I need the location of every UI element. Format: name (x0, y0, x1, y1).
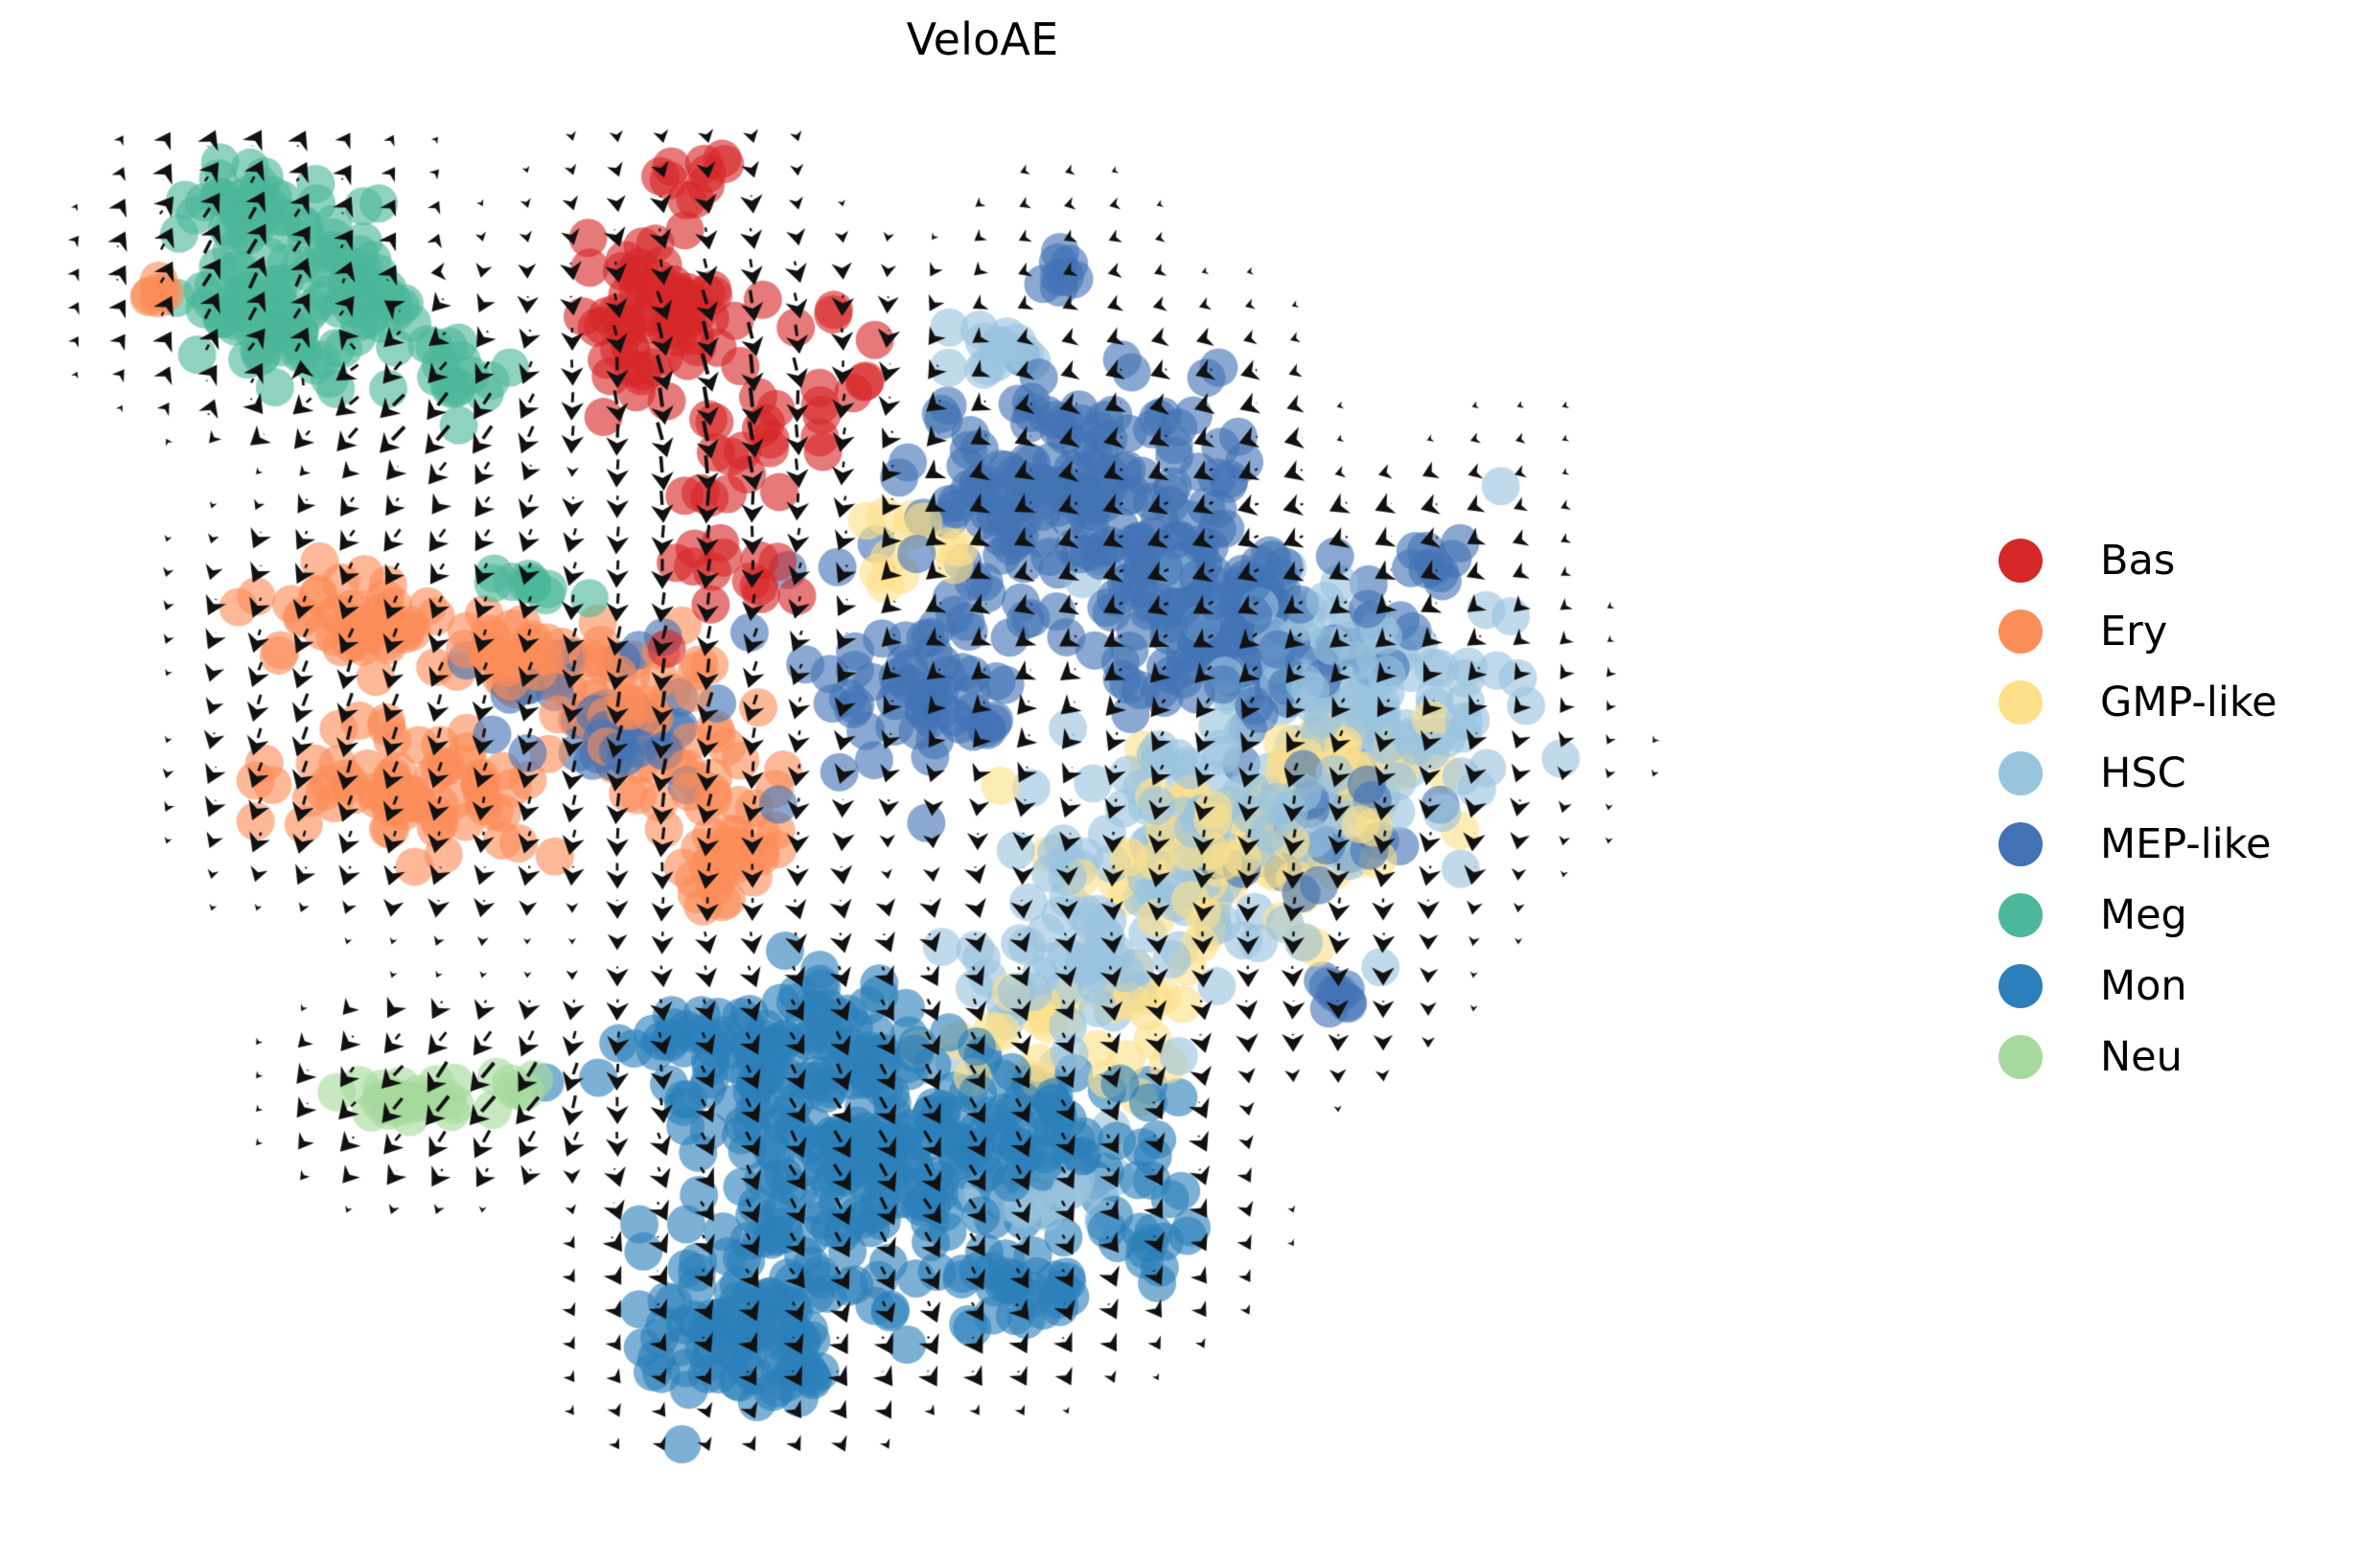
legend-entry-gmp-like[interactable]: GMP-like (1999, 667, 2363, 738)
legend-label: Neu (2100, 1032, 2183, 1081)
legend-swatch-icon (1999, 1035, 2043, 1079)
legend-swatch-icon (1999, 964, 2043, 1008)
legend-label: GMP-like (2100, 678, 2277, 726)
legend-label: Ery (2100, 607, 2168, 656)
legend-label: MEP-like (2100, 819, 2272, 868)
velocity-arrow-layer (0, 67, 1975, 1505)
legend-entry-neu[interactable]: Neu (1999, 1022, 2363, 1093)
legend-swatch-icon (1999, 751, 2043, 795)
legend-entry-bas[interactable]: Bas (1999, 525, 2363, 596)
legend-entry-mon[interactable]: Mon (1999, 951, 2363, 1022)
legend-label: Mon (2100, 961, 2187, 1010)
legend-entry-meg[interactable]: Meg (1999, 880, 2363, 951)
legend-label: Meg (2100, 890, 2187, 939)
legend-swatch-icon (1999, 822, 2043, 866)
legend-label: HSC (2100, 748, 2186, 797)
legend-label: Bas (2100, 536, 2176, 585)
legend-swatch-icon (1999, 539, 2043, 583)
legend-entry-ery[interactable]: Ery (1999, 596, 2363, 667)
legend-swatch-icon (1999, 610, 2043, 654)
plot-axes (0, 67, 1975, 1505)
legend-entry-hsc[interactable]: HSC (1999, 738, 2363, 809)
page-title: VeloAE (906, 13, 1059, 65)
legend: Bas Ery GMP-like HSC MEP-like Meg Mon Neu (1999, 525, 2363, 1093)
legend-swatch-icon (1999, 893, 2043, 937)
legend-entry-mep-like[interactable]: MEP-like (1999, 809, 2363, 880)
legend-swatch-icon (1999, 680, 2043, 725)
